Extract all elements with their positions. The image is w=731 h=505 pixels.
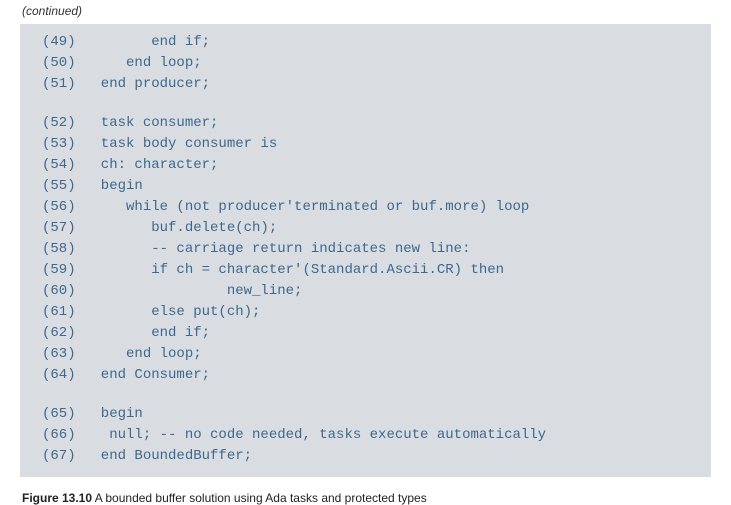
code-line: (65) begin [20,404,711,425]
code-line: (52) task consumer; [20,113,711,134]
figure-caption-text: A bounded buffer solution using Ada task… [95,491,427,505]
code-line: (58) -- carriage return indicates new li… [20,239,711,260]
code-line: (49) end if; [20,32,711,53]
continued-label: (continued) [0,0,731,24]
code-blank-line [20,95,711,113]
code-line: (62) end if; [20,323,711,344]
code-line: (54) ch: character; [20,155,711,176]
code-line: (66) null; -- no code needed, tasks exec… [20,425,711,446]
code-line: (57) buf.delete(ch); [20,218,711,239]
code-line: (55) begin [20,176,711,197]
code-line: (60) new_line; [20,281,711,302]
code-line: (51) end producer; [20,74,711,95]
code-line: (59) if ch = character'(Standard.Ascii.C… [20,260,711,281]
figure-label: Figure 13.10 [22,491,92,505]
code-line: (67) end BoundedBuffer; [20,446,711,467]
code-line: (63) end loop; [20,344,711,365]
code-line: (61) else put(ch); [20,302,711,323]
code-line: (56) while (not producer'terminated or b… [20,197,711,218]
code-block: (49) end if;(50) end loop;(51) end produ… [20,24,711,477]
code-line: (53) task body consumer is [20,134,711,155]
code-line: (64) end Consumer; [20,365,711,386]
code-line: (50) end loop; [20,53,711,74]
code-blank-line [20,386,711,404]
